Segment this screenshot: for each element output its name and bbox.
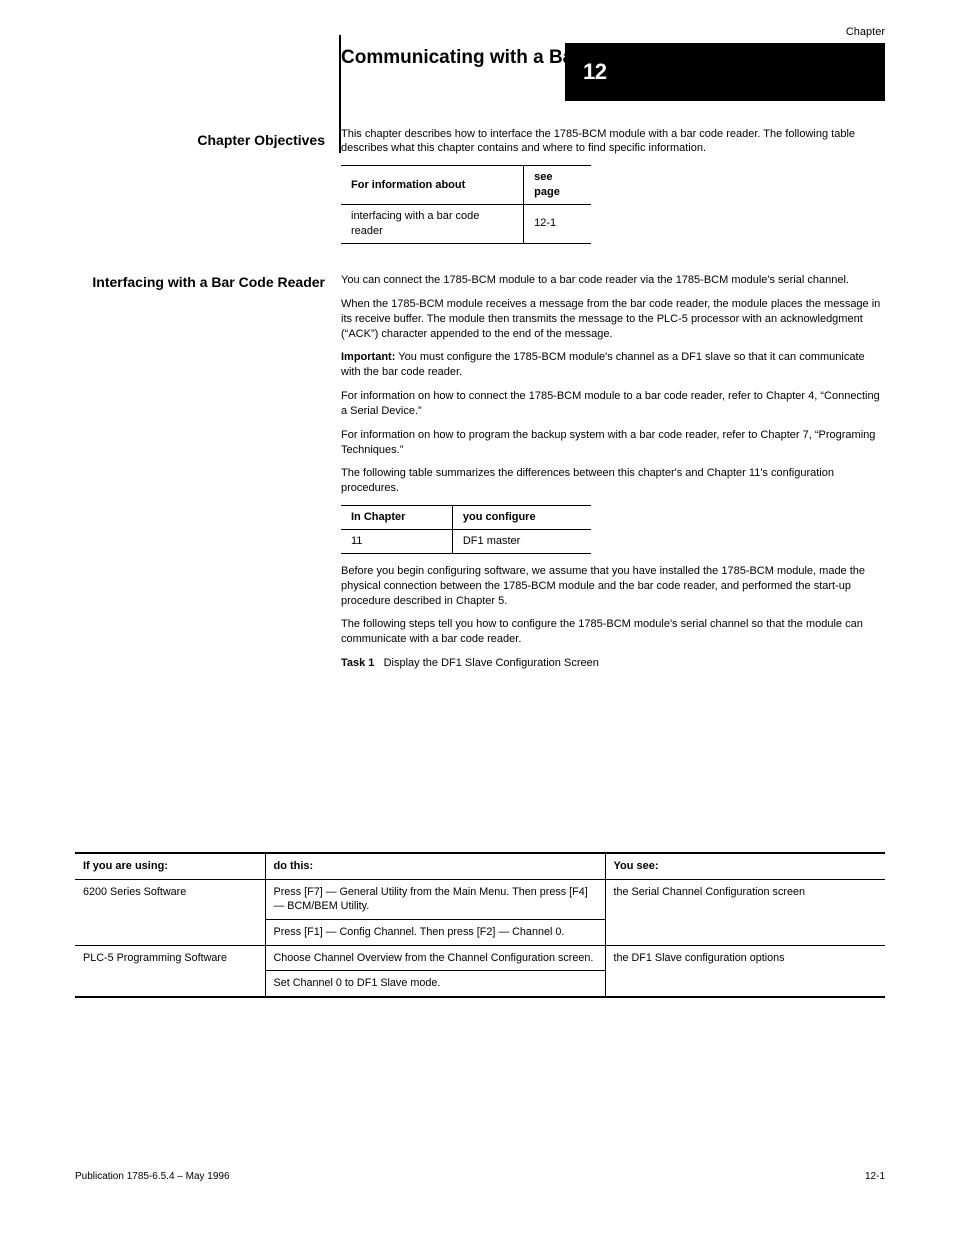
chapter-label: Chapter — [846, 25, 885, 40]
section-heading-objectives: Chapter Objectives — [75, 131, 325, 150]
task-table-r2c2b: Set Channel 0 to DF1 Slave mode. — [265, 971, 605, 997]
toc-row-page: 12-1 — [524, 205, 591, 244]
intro-paragraph: This chapter describes how to interface … — [341, 127, 885, 157]
task-table: If you are using: do this: You see: 6200… — [75, 852, 885, 998]
task-title: Display the DF1 Slave Configuration Scre… — [384, 657, 599, 669]
task-number: Task 1 — [341, 657, 374, 669]
task-table-r2c3: the DF1 Slave configuration options — [605, 945, 885, 997]
compare-header-right: you configure — [452, 506, 591, 530]
task-table-r2c1: PLC-5 Programming Software — [75, 945, 265, 997]
toc-header-topic: For information about — [341, 166, 524, 205]
section-heading-interfacing: Interfacing with a Bar Code Reader — [75, 273, 325, 292]
task-table-header-2: do this: — [265, 853, 605, 879]
paragraph-3: For information on how to connect the 17… — [341, 389, 885, 419]
toc-row-topic: interfacing with a bar code reader — [341, 205, 524, 244]
paragraph-2: When the 1785-BCM module receives a mess… — [341, 297, 885, 342]
important-block: Important: You must configure the 1785-B… — [341, 350, 885, 380]
chapter-label-text: Chapter — [846, 26, 885, 38]
important-label: Important: — [341, 351, 395, 363]
paragraph-6: Before you begin configuring software, w… — [341, 564, 885, 609]
footer-publication: Publication 1785-6.5.4 – May 1996 — [75, 1170, 230, 1184]
paragraph-7: The following steps tell you how to conf… — [341, 617, 885, 647]
important-text: You must configure the 1785-BCM module's… — [341, 351, 865, 378]
compare-row-left: 11 — [341, 529, 452, 553]
task-table-r1c1: 6200 Series Software — [75, 879, 265, 945]
compare-header-left: In Chapter — [341, 506, 452, 530]
task-table-r1c2a: Press [F7] — General Utility from the Ma… — [265, 879, 605, 919]
paragraph-1: You can connect the 1785-BCM module to a… — [341, 273, 885, 288]
task-table-r1c3: the Serial Channel Configuration screen — [605, 879, 885, 945]
paragraph-4: For information on how to program the ba… — [341, 428, 885, 458]
task-table-header-3: You see: — [605, 853, 885, 879]
footer-page-number: 12-1 — [865, 1170, 885, 1184]
task-table-header-1: If you are using: — [75, 853, 265, 879]
toc-table: For information aboutsee page interfacin… — [341, 165, 591, 243]
compare-row-right: DF1 master — [452, 529, 591, 553]
paragraph-5: The following table summarizes the diffe… — [341, 466, 885, 496]
toc-header-page: see page — [524, 166, 591, 205]
task-caption: Task 1 Display the DF1 Slave Configurati… — [341, 656, 885, 671]
compare-table: In Chapteryou configure 11DF1 master — [341, 505, 591, 554]
chapter-title: Communicating with a Bar Code Reader — [341, 45, 885, 71]
task-table-r2c2a: Choose Channel Overview from the Channel… — [265, 945, 605, 971]
task-table-r1c2b: Press [F1] — Config Channel. Then press … — [265, 919, 605, 945]
